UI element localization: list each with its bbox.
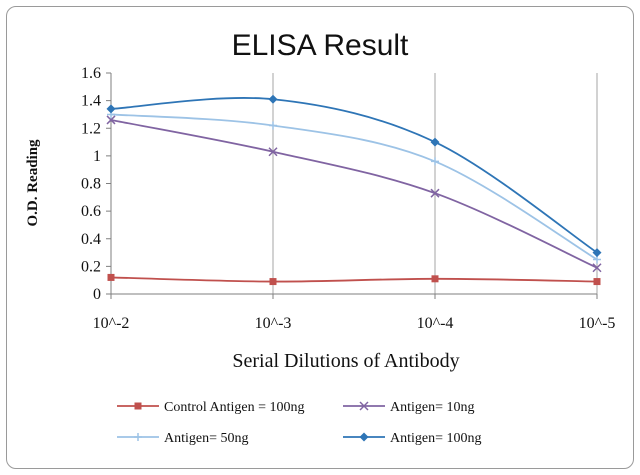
legend-label: Antigen= 100ng (390, 431, 482, 446)
y-tick-label: 0.2 (81, 258, 101, 275)
data-point (107, 273, 115, 281)
series-line (110, 97, 598, 254)
y-axis-title: O.D. Reading (25, 139, 41, 227)
data-point (106, 115, 116, 125)
legend-item: Antigen= 100ng (343, 431, 482, 446)
series-2 (106, 115, 602, 273)
data-point (593, 278, 601, 286)
data-point (431, 275, 439, 283)
legend-marker (134, 402, 142, 410)
data-point (268, 94, 278, 104)
data-point (592, 248, 602, 258)
data-point (430, 188, 440, 198)
y-tick-label: 0 (93, 286, 101, 303)
chart-title: ELISA Result (232, 29, 409, 62)
legend-item: Antigen= 10ng (343, 400, 475, 415)
series-1 (107, 273, 601, 286)
data-point (269, 121, 277, 130)
series-line (110, 119, 598, 269)
x-tick-label: 10^-5 (579, 315, 616, 332)
y-tick-label: 1 (93, 148, 101, 165)
y-tick-label: 1.4 (81, 93, 101, 110)
data-point (592, 263, 602, 273)
data-point (106, 104, 116, 114)
x-tick-label: 10^-2 (93, 315, 130, 332)
legend-marker (359, 401, 369, 411)
series-line (110, 276, 598, 283)
y-tick-labels: 0 0.2 0.4 0.6 0.8 1 1.2 1.4 1.6 (81, 65, 111, 303)
legend-label: Antigen= 50ng (164, 431, 249, 446)
y-tick-label: 1.2 (81, 120, 101, 137)
y-tick-label: 0.8 (81, 176, 101, 193)
x-tick-label: 10^-3 (255, 315, 292, 332)
x-tick-label: 10^-4 (417, 315, 454, 332)
series-lines (106, 94, 602, 286)
axes (110, 73, 597, 295)
legend: Control Antigen = 100ng Antigen= 10ng Anti… (117, 400, 482, 446)
data-point (430, 137, 440, 147)
data-point (431, 157, 439, 166)
y-tick-label: 0.6 (81, 203, 101, 220)
legend-item: Antigen= 50ng (117, 431, 249, 446)
series-4 (106, 94, 602, 258)
series-line (110, 113, 598, 261)
legend-item: Control Antigen = 100ng (117, 400, 305, 415)
y-tick-label: 1.6 (81, 65, 101, 82)
x-axis-title: Serial Dilutions of Antibody (232, 350, 459, 372)
x-tick-labels: 10^-2 10^-3 10^-4 10^-5 (93, 294, 616, 332)
legend-label: Antigen= 10ng (390, 400, 475, 415)
data-point (268, 147, 278, 157)
data-point (269, 278, 277, 286)
y-tick-label: 0.4 (81, 231, 101, 248)
legend-marker (359, 432, 369, 442)
legend-label: Control Antigen = 100ng (164, 400, 305, 415)
legend-marker (134, 433, 142, 441)
